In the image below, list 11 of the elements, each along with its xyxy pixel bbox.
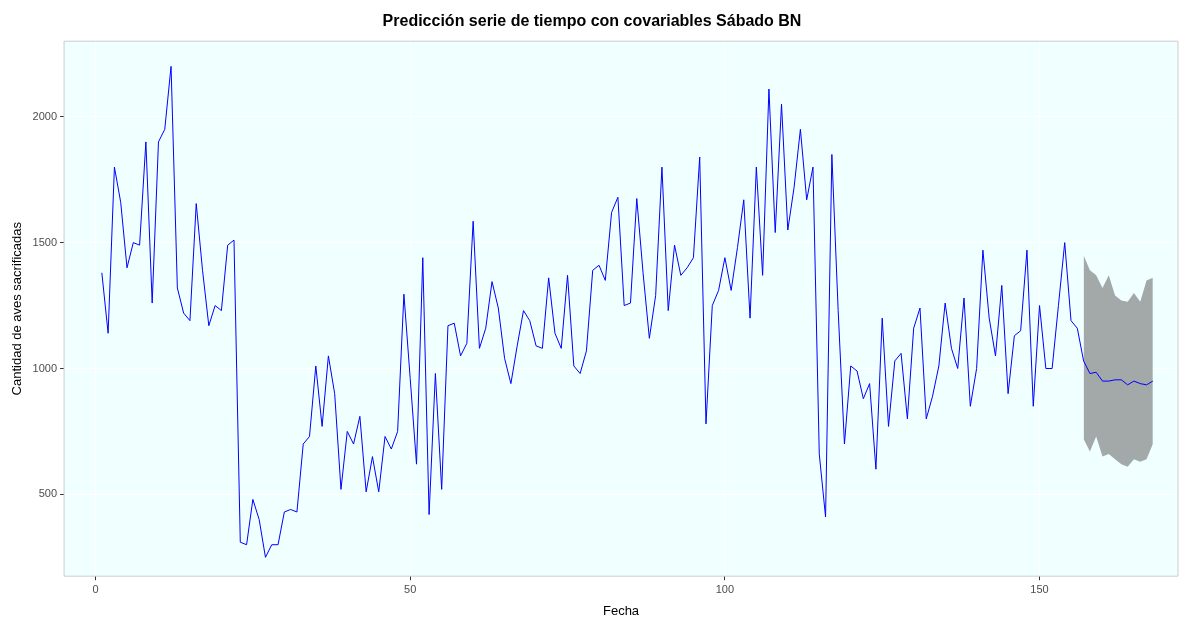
- y-tick-label: 1500: [32, 235, 58, 248]
- x-tick-label: 150: [1030, 582, 1049, 595]
- x-tick-label: 50: [404, 582, 417, 595]
- x-tick-label: 0: [92, 582, 99, 595]
- x-axis-title: Fecha: [602, 602, 640, 618]
- chart-title: Predicción serie de tiempo con covariables Sábado BN: [382, 12, 802, 30]
- y-axis-title: Cantidad de aves sacrificadas: [9, 221, 25, 396]
- y-tick-label: 2000: [32, 109, 58, 122]
- x-tick-label: 100: [715, 582, 735, 595]
- y-tick-label: 1000: [32, 361, 58, 374]
- y-tick-label: 500: [38, 487, 58, 500]
